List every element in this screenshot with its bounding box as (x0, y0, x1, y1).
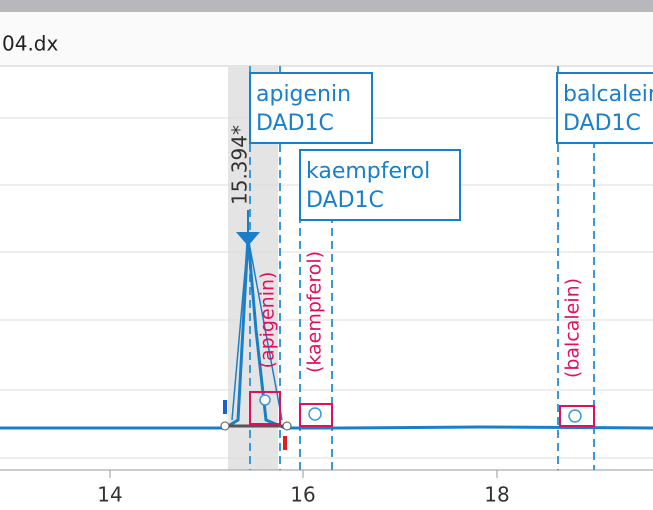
compound-name: kaempferol (306, 159, 430, 184)
tag-boxes (249, 391, 595, 427)
peak-line (247, 236, 283, 421)
peak-label: 15.394* (228, 125, 252, 205)
top-bar (0, 0, 653, 12)
label-boxes (249, 72, 653, 221)
detector: DAD1C (256, 111, 334, 136)
retention-markers (259, 394, 582, 423)
tab-title[interactable]: 04.dx (2, 32, 59, 56)
x-tick-label: 16 (290, 483, 315, 507)
x-tick-label: 14 (97, 483, 122, 507)
compound-tag: (kaempferol) (304, 251, 326, 373)
compound-tag: (balcalein) (562, 278, 584, 378)
compound-tag: (apigenin) (257, 272, 279, 369)
peak-end (282, 421, 292, 431)
detector: DAD1C (563, 111, 641, 136)
peak-start (220, 421, 230, 431)
trace (0, 236, 653, 430)
x-ticks (109, 470, 498, 478)
compound-name: apigenin (256, 82, 351, 107)
x-tick-label: 18 (484, 483, 509, 507)
start-flag (223, 400, 227, 414)
detector: DAD1C (306, 188, 384, 213)
tab-strip (0, 12, 653, 66)
end-flag (283, 436, 287, 450)
compound-name: balcalein (563, 82, 653, 107)
peak-line (231, 236, 249, 421)
